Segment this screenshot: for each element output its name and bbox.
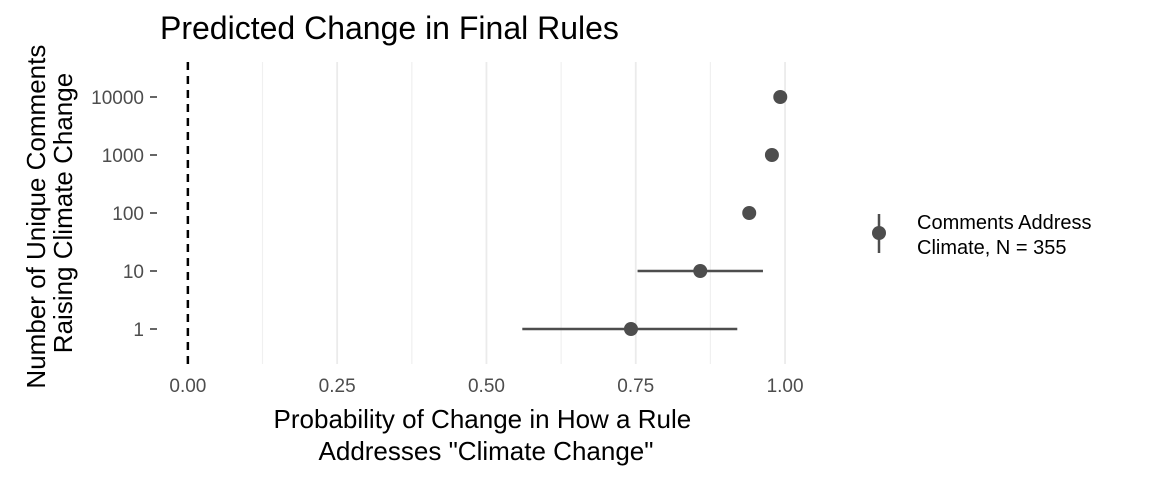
- legend-label-line-2: Climate, N = 355: [917, 237, 1067, 259]
- error-bars: [522, 269, 763, 331]
- legend-key-point: [872, 226, 886, 240]
- legend-label: Comments Address Climate, N = 355: [917, 212, 1097, 259]
- x-axis-label-line-1: Probability of Change in How a Rule: [274, 404, 692, 434]
- y-axis-label-line-1: Number of Unique Comments: [21, 45, 51, 389]
- x-axis-label: Probability of Change in How a Rule Addr…: [274, 404, 699, 466]
- x-tick-label: 0.75: [617, 376, 654, 397]
- legend-label-line-1: Comments Address: [917, 212, 1092, 234]
- y-axis-label: Number of Unique Comments Raising Climat…: [21, 37, 78, 388]
- data-point: [764, 148, 779, 162]
- chart-title: Predicted Change in Final Rules: [160, 10, 619, 46]
- data-point: [623, 322, 638, 336]
- x-tick-label: 1.00: [767, 376, 804, 397]
- y-tick-label: 1: [133, 320, 144, 341]
- x-tick-label: 0.00: [169, 376, 206, 397]
- data-point: [773, 90, 788, 104]
- y-tick-label: 10000: [91, 88, 144, 109]
- x-tick-label: 0.25: [319, 376, 356, 397]
- y-tick-label: 1000: [102, 146, 144, 167]
- data-points: [623, 90, 788, 336]
- y-axis-ticks: 1 10 100 1000 10000: [91, 88, 157, 341]
- data-point: [742, 206, 757, 220]
- y-tick-label: 100: [112, 204, 144, 225]
- data-point: [693, 264, 708, 278]
- x-tick-label: 0.50: [468, 376, 505, 397]
- grid-lines: [261, 62, 786, 364]
- y-axis-label-line-2: Raising Climate Change: [48, 73, 78, 353]
- x-axis-ticks: 0.00 0.25 0.50 0.75 1.00: [169, 376, 803, 397]
- legend: Comments Address Climate, N = 355: [872, 212, 1097, 259]
- x-axis-label-line-2: Addresses "Climate Change": [319, 436, 654, 466]
- y-tick-label: 10: [123, 262, 144, 283]
